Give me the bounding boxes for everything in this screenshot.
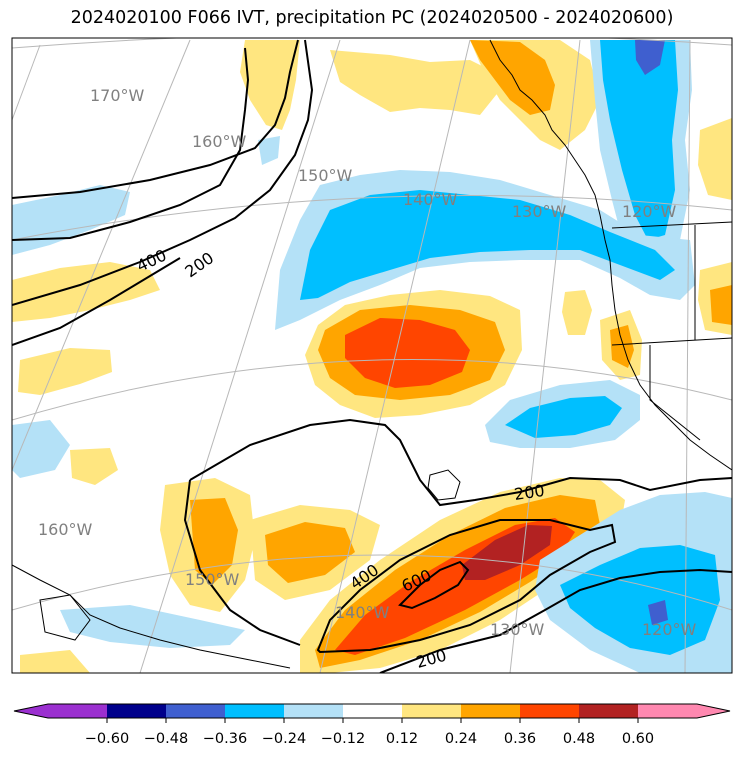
colorbar-tick-label: −0.48 xyxy=(144,731,188,747)
colorbar-tick-label: −0.60 xyxy=(85,731,129,747)
lon-label-170w: 170°W xyxy=(90,86,145,105)
map-panel: 400 200 200 400 600 200 170°W 160°W 150°… xyxy=(11,37,733,674)
parallel-line xyxy=(12,359,732,421)
colorbar-bin xyxy=(579,704,638,718)
meridian-line xyxy=(684,39,691,673)
precip-orange-southwest xyxy=(190,498,238,585)
precip-darkblue-west-coast-canada xyxy=(635,40,665,75)
precip-darkred-ar-band xyxy=(462,525,552,580)
ivt-contour-200-loop xyxy=(183,479,301,646)
colorbar-ticks xyxy=(106,718,639,723)
colorbar-bin xyxy=(166,704,225,718)
precip-yellow-sw-islands xyxy=(70,448,118,485)
meridian-line xyxy=(319,39,471,673)
colorbar-bin xyxy=(520,704,579,718)
graticule xyxy=(12,38,732,673)
lon-label-160w: 160°W xyxy=(192,132,247,151)
border-states xyxy=(649,345,701,441)
ivt-contour-200-se-upper xyxy=(189,418,732,507)
precip-blue-gulf xyxy=(300,190,675,300)
coastline-bc-alaska xyxy=(489,39,732,471)
colorbar-bin xyxy=(638,704,697,718)
colorbar-extend-high xyxy=(697,704,730,718)
colorbar-bin xyxy=(225,704,284,718)
colorbar-bin xyxy=(343,704,402,718)
ivt-contours xyxy=(12,39,732,673)
ivt-contour-400-se xyxy=(316,519,617,654)
lon-label-130w-low: 130°W xyxy=(490,620,545,639)
colorbar-outline xyxy=(13,703,731,719)
colorbar-tick-label: −0.12 xyxy=(321,731,365,747)
ivt-contour-400-nw-lower xyxy=(12,257,181,346)
precip-yellow-oregon xyxy=(562,290,592,335)
precip-yellow-ne-pacific xyxy=(330,50,500,115)
contour-label-200: 200 xyxy=(513,481,546,504)
precip-lightblue-west-band xyxy=(12,185,130,255)
colorbar-tick-label: −0.36 xyxy=(203,731,247,747)
precip-blue-west-coast-canada xyxy=(600,40,678,240)
figure-title: 2024020100 F066 IVT, precipitation PC (2… xyxy=(70,8,674,28)
colorbar-extend-low xyxy=(14,704,48,718)
meridian-line xyxy=(139,39,341,673)
colorbar-bin xyxy=(402,704,461,718)
colorbar-bin xyxy=(48,704,107,718)
precip-orange-nevada xyxy=(710,285,732,325)
ivt-contour-200-bottom xyxy=(379,568,732,673)
precip-yellow-west-small xyxy=(18,348,112,395)
lon-label-140w-low: 140°W xyxy=(335,603,390,622)
border-states xyxy=(611,337,732,346)
parallel-line xyxy=(12,38,732,49)
precip-lightblue-southwest xyxy=(60,605,245,648)
map-frame xyxy=(11,37,733,674)
precip-red-central-blob xyxy=(345,318,470,388)
border-us-canada xyxy=(611,221,732,229)
precip-darkblue-southeast xyxy=(648,600,668,625)
ivt-contour-400-nw xyxy=(12,47,250,241)
ivt-contour-200-nw xyxy=(12,39,299,199)
colorbar-tick-labels: −0.60 −0.48 −0.36 −0.24 −0.12 0.12 0.24 … xyxy=(85,731,654,747)
precip-orange-bc-coast xyxy=(470,40,555,115)
colorbar-bin xyxy=(107,704,166,718)
lon-label-150w: 150°W xyxy=(298,166,353,185)
lon-label-150w-low: 150°W xyxy=(185,570,240,589)
parallel-line xyxy=(12,554,732,611)
precip-blue-off-california xyxy=(505,396,622,438)
coastline-alaska-southwest xyxy=(12,564,291,669)
colorbar-bin xyxy=(284,704,343,718)
colorbar-segments xyxy=(13,703,731,719)
lon-label-140w: 140°W xyxy=(403,190,458,209)
colorbar-tick-label: 0.24 xyxy=(445,731,477,747)
precip-blue-southeast xyxy=(560,545,720,655)
meridian-line xyxy=(12,39,191,471)
meridian-line xyxy=(12,44,41,121)
meridian-line xyxy=(509,39,581,673)
precip-yellow-south-edge xyxy=(20,650,90,673)
coastlines xyxy=(12,39,732,669)
colorbar-tick-label: 0.48 xyxy=(563,731,595,747)
colorbar-tick-label: −0.24 xyxy=(262,731,306,747)
precip-orange-south-center xyxy=(265,522,355,583)
colorbar-tick-label: 0.60 xyxy=(622,731,654,747)
longitude-labels: 170°W 160°W 150°W 140°W 130°W 120°W 160°… xyxy=(38,86,697,639)
negative-anomalies xyxy=(12,40,732,673)
lon-label-120w-low: 120°W xyxy=(642,620,697,639)
precip-yellow-east-edge xyxy=(698,118,732,200)
ivt-contour-200-nw-lower xyxy=(12,39,314,306)
colorbar-bin xyxy=(461,704,520,718)
coastline-island xyxy=(427,469,461,501)
colorbar-tick-label: 0.36 xyxy=(504,731,536,747)
colorbar-tick-label: 0.12 xyxy=(386,731,418,747)
precip-yellow-nw-alaska xyxy=(240,40,300,130)
lon-label-130w: 130°W xyxy=(512,202,567,221)
lon-label-160w-low: 160°W xyxy=(38,520,93,539)
precip-lightblue-small-west xyxy=(258,136,280,165)
coastline-island xyxy=(39,594,91,641)
lon-label-120w: 120°W xyxy=(622,202,677,221)
precip-orange-california xyxy=(610,325,634,368)
ivt-contour-600-se xyxy=(398,560,470,610)
